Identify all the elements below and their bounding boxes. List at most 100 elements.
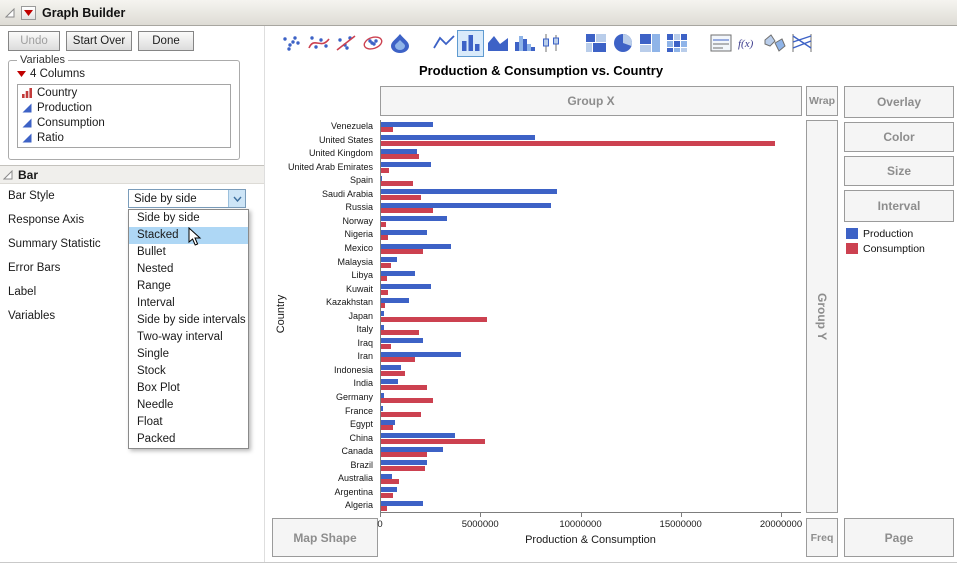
map-shape-label: Map Shape: [293, 531, 356, 545]
consumption-bar: [381, 154, 419, 159]
y-axis-title: Country: [275, 264, 287, 364]
production-bar: [381, 474, 392, 479]
map-shapes-icon[interactable]: [761, 30, 788, 57]
pie-icon[interactable]: [609, 30, 636, 57]
area-icon[interactable]: [484, 30, 511, 57]
columns-header[interactable]: 4 Columns: [17, 66, 231, 82]
production-bar: [381, 257, 397, 262]
map-shape-zone[interactable]: Map Shape: [272, 518, 378, 557]
treemap-icon[interactable]: [636, 30, 663, 57]
parallel-plot-icon[interactable]: [788, 30, 815, 57]
menu-item-needle[interactable]: Needle: [129, 397, 248, 414]
bar-style-select[interactable]: Side by side: [128, 189, 246, 208]
wrap-zone[interactable]: Wrap: [806, 86, 838, 116]
consumption-bar: [381, 479, 399, 484]
chevron-down-icon[interactable]: [228, 190, 245, 207]
line-of-fit-icon[interactable]: [332, 30, 359, 57]
menu-item-side-by-side-intervals[interactable]: Side by side intervals: [129, 312, 248, 329]
production-bar: [381, 284, 431, 289]
bar-icon[interactable]: [457, 30, 484, 57]
ellipse-icon[interactable]: [359, 30, 386, 57]
color-zone[interactable]: Color: [844, 122, 954, 152]
production-bar: [381, 176, 382, 181]
x-axis-tick: [681, 513, 682, 517]
production-bar: [381, 352, 461, 357]
mosaic-icon[interactable]: [582, 30, 609, 57]
production-bar: [381, 162, 431, 167]
bar-section-header[interactable]: Bar: [0, 165, 264, 184]
done-button[interactable]: Done: [138, 31, 194, 51]
freq-label: Freq: [811, 532, 834, 544]
points-icon[interactable]: [278, 30, 305, 57]
production-bar: [381, 122, 433, 127]
property-label-label: Label: [8, 286, 36, 298]
overlay-zone[interactable]: Overlay: [844, 86, 954, 118]
menu-item-stock[interactable]: Stock: [129, 363, 248, 380]
consumption-bar: [381, 276, 387, 281]
formula-icon[interactable]: f(x): [734, 30, 761, 57]
histogram-icon[interactable]: [511, 30, 538, 57]
bar-section-title: Bar: [18, 168, 38, 182]
menu-item-nested[interactable]: Nested: [129, 261, 248, 278]
production-bar: [381, 271, 415, 276]
smoother-icon[interactable]: [305, 30, 332, 57]
box-plot-icon[interactable]: [538, 30, 565, 57]
menu-item-interval[interactable]: Interval: [129, 295, 248, 312]
consumption-bar: [381, 330, 419, 335]
nominal-column-icon: [21, 87, 33, 99]
column-item-country[interactable]: Country: [18, 85, 230, 100]
titlebar: Graph Builder: [0, 0, 957, 26]
column-item-ratio[interactable]: Ratio: [18, 130, 230, 145]
group-y-label: Group Y: [815, 293, 829, 340]
line-icon[interactable]: [430, 30, 457, 57]
column-item-consumption[interactable]: Consumption: [18, 115, 230, 130]
start-over-button[interactable]: Start Over: [66, 31, 132, 51]
production-bar: [381, 433, 455, 438]
plot-area[interactable]: [380, 120, 801, 513]
y-axis-label: United Kingdom: [262, 147, 373, 161]
consumption-bar: [381, 493, 393, 498]
menu-item-two-way-interval[interactable]: Two-way interval: [129, 329, 248, 346]
page-zone[interactable]: Page: [844, 518, 954, 557]
x-axis-tick-label: 5000000: [462, 519, 499, 530]
red-triangle-menu-icon[interactable]: [21, 6, 36, 20]
outline-disclosure-icon[interactable]: [5, 8, 15, 18]
x-axis-title: Production & Consumption: [380, 534, 801, 546]
x-axis-tick-label: 15000000: [660, 519, 702, 530]
columns-count-label: 4 Columns: [30, 68, 85, 80]
size-zone[interactable]: Size: [844, 156, 954, 186]
consumption-bar: [381, 398, 433, 403]
freq-zone[interactable]: Freq: [806, 518, 838, 557]
group-y-zone[interactable]: Group Y: [806, 120, 838, 513]
y-axis-label: Argentina: [262, 486, 373, 500]
menu-item-float[interactable]: Float: [129, 414, 248, 431]
caption-box-icon[interactable]: [707, 30, 734, 57]
outline-disclosure-icon: [3, 170, 13, 180]
contour-icon[interactable]: [386, 30, 413, 57]
undo-button[interactable]: Undo: [8, 31, 60, 51]
menu-item-side-by-side[interactable]: Side by side: [129, 210, 248, 227]
y-axis-label: India: [262, 377, 373, 391]
production-bar: [381, 216, 447, 221]
red-triangle-menu-icon[interactable]: [17, 70, 26, 78]
svg-text:f(x): f(x): [738, 38, 754, 50]
menu-item-packed[interactable]: Packed: [129, 431, 248, 448]
column-item-production[interactable]: Production: [18, 100, 230, 115]
property-label-response-axis: Response Axis: [8, 214, 84, 226]
heatmap-icon[interactable]: [663, 30, 690, 57]
interval-zone[interactable]: Interval: [844, 190, 954, 222]
x-axis-tick: [781, 513, 782, 517]
y-axis-label: Germany: [262, 391, 373, 405]
x-axis-tick: [581, 513, 582, 517]
x-axis-tick-label: 0: [377, 519, 382, 530]
y-axis-label: Canada: [262, 445, 373, 459]
group-x-zone[interactable]: Group X: [380, 86, 802, 116]
legend-swatch: [846, 243, 858, 254]
consumption-bar: [381, 235, 388, 240]
consumption-bar: [381, 425, 393, 430]
menu-item-box-plot[interactable]: Box Plot: [129, 380, 248, 397]
menu-item-single[interactable]: Single: [129, 346, 248, 363]
column-name: Ratio: [37, 132, 64, 144]
menu-item-range[interactable]: Range: [129, 278, 248, 295]
production-bar: [381, 406, 383, 411]
